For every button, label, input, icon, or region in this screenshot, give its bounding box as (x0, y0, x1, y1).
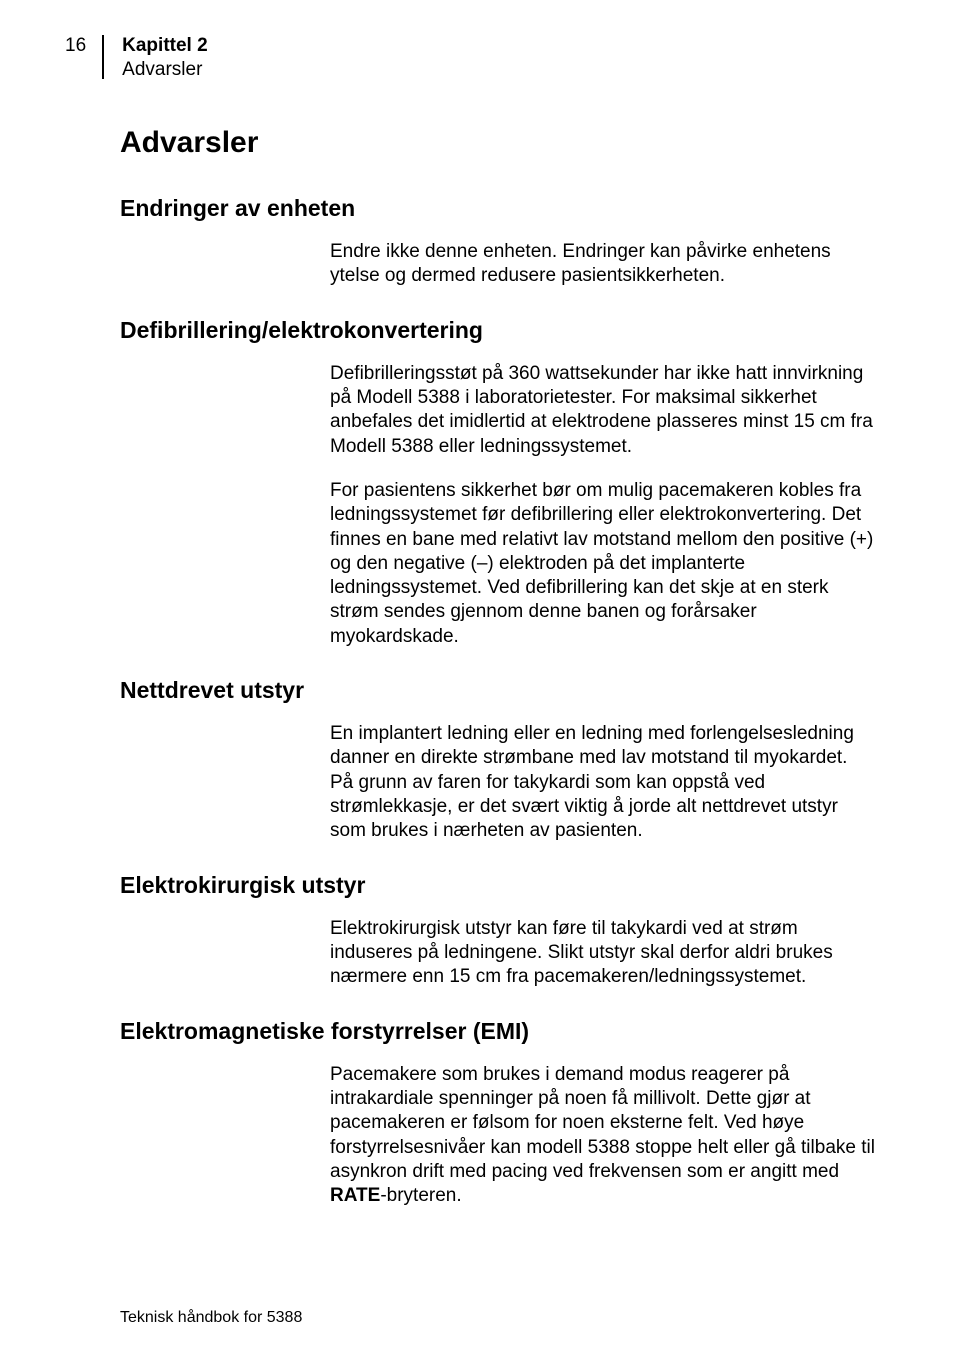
chapter-sub: Advarsler (122, 59, 208, 81)
section-heading-defibrillering: Defibrillering/elektrokonvertering (120, 317, 875, 344)
paragraph: Elektrokirurgisk utstyr kan føre til tak… (330, 917, 875, 990)
paragraph: En implantert ledning eller en ledning m… (330, 722, 875, 844)
section-body-nettdrevet: En implantert ledning eller en ledning m… (120, 722, 875, 844)
page-header: 16 Kapittel 2 Advarsler (65, 35, 875, 81)
page: 16 Kapittel 2 Advarsler Advarsler Endrin… (0, 0, 960, 1238)
bold-span: RATE (330, 1185, 380, 1206)
section-body-emi: Pacemakere som brukes i demand modus rea… (120, 1063, 875, 1209)
paragraph: For pasientens sikkerhet bør om mulig pa… (330, 479, 875, 649)
paragraph: Pacemakere som brukes i demand modus rea… (330, 1063, 875, 1209)
section-heading-endringer: Endringer av enheten (120, 195, 875, 222)
section-heading-nettdrevet: Nettdrevet utstyr (120, 677, 875, 704)
header-divider (102, 35, 104, 79)
page-title: Advarsler (120, 126, 875, 160)
section-heading-elektrokirurgisk: Elektrokirurgisk utstyr (120, 872, 875, 899)
footer-text: Teknisk håndbok for 5388 (120, 1309, 302, 1327)
section-body-defibrillering: Defibrilleringsstøt på 360 wattsekunder … (120, 362, 875, 649)
section-body-endringer: Endre ikke denne enheten. Endringer kan … (120, 240, 875, 289)
paragraph: Endre ikke denne enheten. Endringer kan … (330, 240, 875, 289)
content: Advarsler Endringer av enheten Endre ikk… (65, 126, 875, 1208)
section-body-elektrokirurgisk: Elektrokirurgisk utstyr kan føre til tak… (120, 917, 875, 990)
text-span: Pacemakere som brukes i demand modus rea… (330, 1064, 875, 1182)
header-titles: Kapittel 2 Advarsler (122, 35, 208, 81)
section-heading-emi: Elektromagnetiske forstyrrelser (EMI) (120, 1018, 875, 1045)
chapter-label: Kapittel 2 (122, 35, 208, 57)
paragraph: Defibrilleringsstøt på 360 wattsekunder … (330, 362, 875, 459)
text-span: -bryteren. (380, 1185, 461, 1206)
page-number: 16 (65, 35, 86, 58)
